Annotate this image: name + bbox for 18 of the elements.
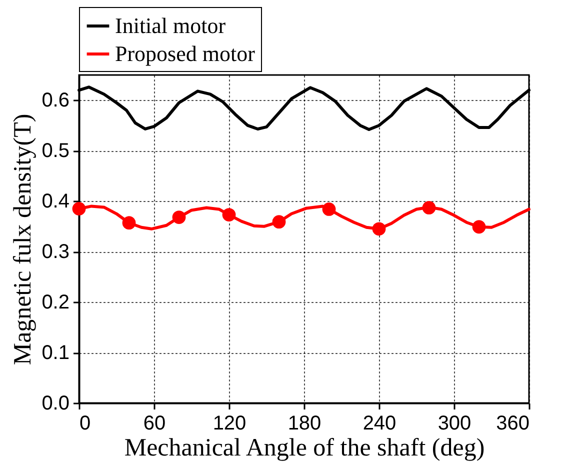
- y-axis-title: Magnetic fulx density(T): [10, 114, 37, 366]
- x-axis-title: Mechanical Angle of the shaft (deg): [124, 434, 485, 462]
- y-tick-label: 0.1: [42, 342, 70, 364]
- legend-label: Initial motor: [115, 13, 226, 38]
- x-tick-label: 180: [288, 412, 322, 434]
- y-tick-label: 0.2: [42, 292, 70, 314]
- y-tick-label: 0.3: [42, 241, 70, 264]
- y-tick-label: 0.5: [42, 140, 70, 162]
- x-tick-label: 300: [438, 412, 472, 434]
- y-tick-label: 0.6: [42, 90, 70, 112]
- legend-label: Proposed motor: [115, 41, 256, 66]
- x-tick-label: 360: [496, 412, 530, 434]
- x-tick-label: 240: [362, 412, 396, 434]
- x-tick-label: 0: [80, 412, 91, 434]
- x-tick-label: 120: [212, 412, 246, 434]
- y-tick-label: 0.4: [42, 190, 70, 213]
- x-tick-label: 60: [143, 412, 166, 434]
- y-tick-label: 0.0: [42, 392, 70, 414]
